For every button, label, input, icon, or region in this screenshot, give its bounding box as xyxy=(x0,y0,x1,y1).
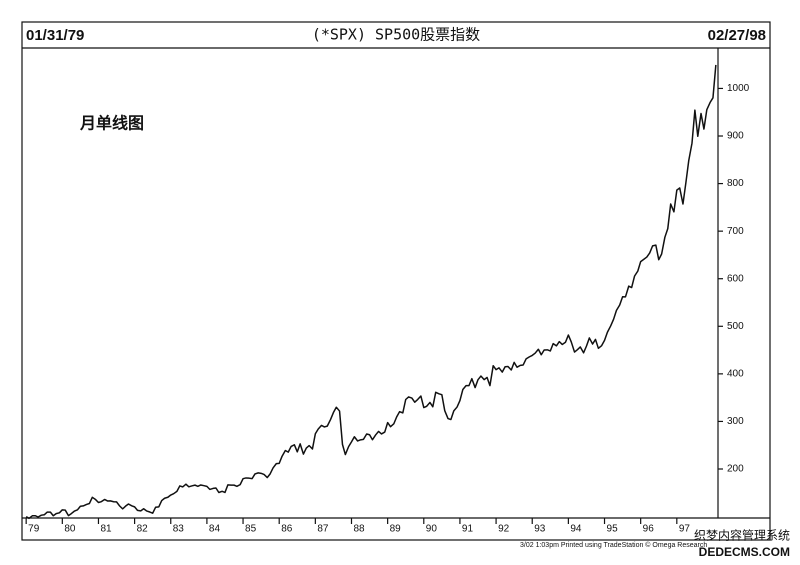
watermark: DEDECMS.COM xyxy=(699,545,790,559)
x-tick-label: 93 xyxy=(534,524,546,535)
x-tick-label: 88 xyxy=(353,524,365,535)
x-tick-label: 87 xyxy=(317,524,329,535)
x-tick-label: 80 xyxy=(64,524,76,535)
y-tick-label: 700 xyxy=(727,226,744,237)
y-tick-label: 400 xyxy=(727,369,744,380)
annotation: 月单线图 xyxy=(79,114,144,133)
x-tick-label: 81 xyxy=(100,524,112,535)
x-tick-label: 95 xyxy=(607,524,619,535)
chart-title: (*SPX) SP500股票指数 xyxy=(312,26,480,44)
y-tick-label: 800 xyxy=(727,178,744,189)
end-date: 02/27/98 xyxy=(708,27,766,44)
start-date: 01/31/79 xyxy=(26,27,84,44)
y-tick-label: 600 xyxy=(727,273,744,284)
x-tick-label: 92 xyxy=(498,524,510,535)
x-tick-label: 90 xyxy=(426,524,438,535)
x-tick-label: 85 xyxy=(245,524,257,535)
x-tick-label: 79 xyxy=(28,524,40,535)
x-tick-label: 82 xyxy=(137,524,149,535)
y-tick-label: 500 xyxy=(727,321,744,332)
x-tick-label: 97 xyxy=(679,524,691,535)
x-tick-label: 96 xyxy=(643,524,655,535)
x-tick-label: 89 xyxy=(390,524,402,535)
x-tick-label: 84 xyxy=(209,524,221,535)
y-tick-label: 300 xyxy=(727,416,744,427)
price-line xyxy=(25,64,717,520)
footer: 3/02 1:03pm Printed using TradeStation ©… xyxy=(520,541,707,549)
y-tick-label: 1000 xyxy=(727,83,750,94)
frame xyxy=(21,21,771,541)
x-tick-label: 86 xyxy=(281,524,293,535)
x-tick-label: 91 xyxy=(462,524,474,535)
x-tick-label: 94 xyxy=(570,524,582,535)
x-tick-label: 83 xyxy=(173,524,185,535)
y-tick-label: 900 xyxy=(727,131,744,142)
y-tick-label: 200 xyxy=(727,464,744,475)
watermark: 织梦内容管理系统 xyxy=(694,528,790,543)
